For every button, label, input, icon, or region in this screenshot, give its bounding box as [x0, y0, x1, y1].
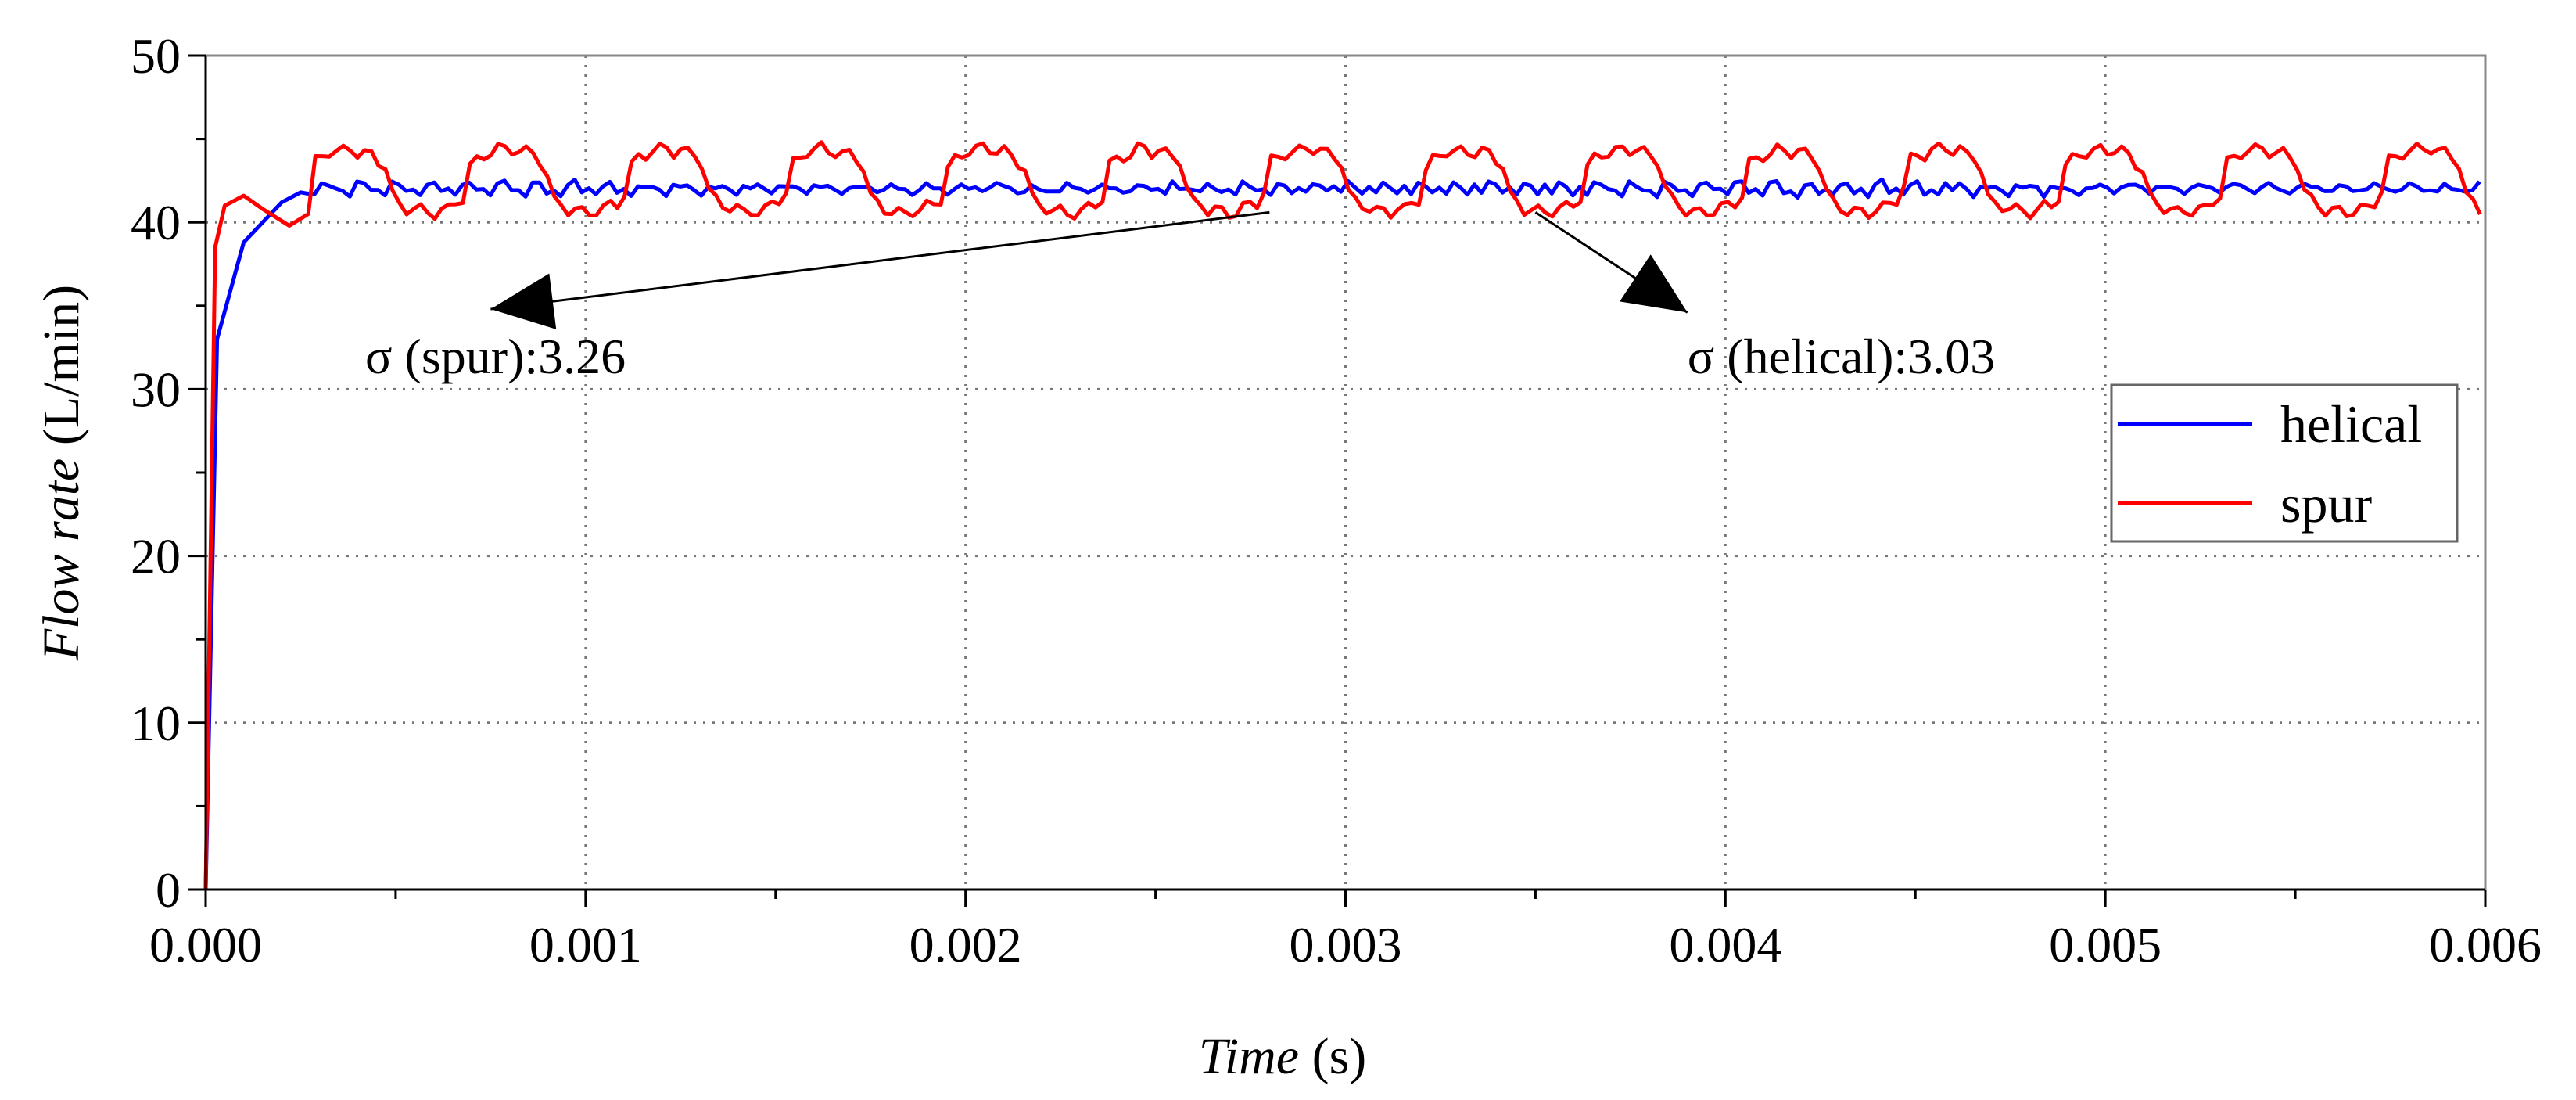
- tick-labels: 0.000 0.001 0.002 0.003 0.004 0.005 0.006 0 10 20…: [131, 28, 2542, 972]
- legend-box: [2110, 383, 2459, 543]
- y-tick-label: 50: [131, 28, 181, 84]
- y-axis-title: Flow rate (L/min): [33, 285, 90, 661]
- axis-ticks: [188, 54, 2487, 907]
- x-axis-title: Time (s): [1199, 1028, 1367, 1085]
- x-tick-label: 0.001: [529, 917, 642, 972]
- y-tick-label: 20: [131, 529, 181, 584]
- x-tick-label: 0.003: [1290, 917, 1402, 972]
- spur-std-annotation-arrowhead: [490, 273, 557, 329]
- spur-std-annotation-text: σ (spur):3.26: [365, 329, 626, 384]
- x-tick-label: 0.004: [1669, 917, 1781, 972]
- annotations: σ (spur):3.26 σ (helical):3.03: [365, 210, 1995, 384]
- x-tick-label: 0.000: [149, 917, 262, 972]
- grid-lines: [206, 56, 2485, 890]
- legend-helical-label: helical: [2280, 394, 2422, 454]
- legend-spur-label: spur: [2280, 474, 2372, 534]
- helical-std-annotation-text: σ (helical):3.03: [1688, 329, 1995, 384]
- series-line-spur: [203, 140, 2482, 890]
- x-tick-label: 0.005: [2049, 917, 2162, 972]
- y-tick-label: 40: [131, 195, 181, 250]
- y-tick-label: 0: [156, 862, 181, 918]
- legend: helical spur: [2110, 383, 2459, 543]
- spur-std-annotation-arrow: [490, 210, 1270, 311]
- x-tick-label: 0.002: [909, 917, 1022, 972]
- data-series: [203, 140, 2482, 890]
- series-line-helical: [203, 177, 2481, 890]
- y-tick-label: 30: [131, 361, 181, 417]
- x-tick-label: 0.006: [2429, 917, 2542, 972]
- helical-std-annotation-arrowhead: [1620, 254, 1688, 313]
- y-tick-label: 10: [131, 696, 181, 751]
